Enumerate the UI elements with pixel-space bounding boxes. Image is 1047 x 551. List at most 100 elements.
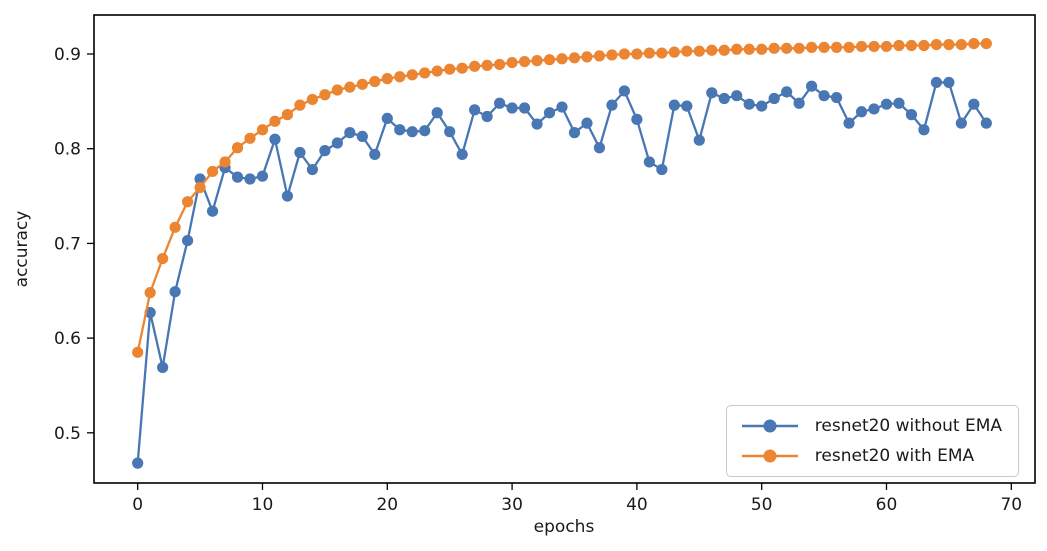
data-point [231, 171, 244, 183]
data-point [830, 41, 843, 53]
data-point [718, 44, 730, 56]
data-point [256, 124, 269, 136]
data-point [943, 38, 955, 51]
x-tick-label: 10 [252, 495, 274, 515]
data-point [968, 38, 980, 50]
data-point [294, 99, 306, 111]
legend: resnet20 without EMA resnet20 with EMA [725, 405, 1019, 477]
data-point [394, 71, 406, 83]
data-point [543, 107, 556, 119]
axis-ticks: 0 10 20 30 40 50 60 70 0.5 0.6 0.7 0.8 0.9 [54, 45, 1022, 515]
data-point [518, 102, 531, 114]
data-point [394, 124, 406, 136]
data-point [169, 221, 181, 233]
data-point [444, 63, 456, 75]
data-point [593, 50, 606, 62]
data-point [506, 56, 518, 69]
data-point [331, 137, 343, 149]
data-point [444, 126, 456, 138]
data-point [706, 44, 718, 56]
data-point [643, 156, 655, 168]
legend-marker [763, 419, 777, 433]
data-point [281, 190, 294, 202]
x-tick-label: 0 [132, 495, 143, 515]
data-point [281, 109, 294, 121]
data-point [606, 49, 618, 61]
data-point [781, 42, 793, 54]
data-point [743, 98, 755, 110]
data-point [132, 457, 144, 469]
data-point [469, 104, 481, 116]
data-point [880, 40, 893, 53]
data-point [656, 163, 668, 176]
data-point [743, 43, 755, 55]
data-point [731, 90, 743, 102]
series-resnet20-with-ema [132, 38, 992, 358]
data-point [431, 65, 443, 77]
data-point [843, 41, 855, 53]
data-point [194, 173, 206, 185]
data-point [132, 346, 144, 358]
data-point [980, 117, 992, 129]
data-point [980, 38, 992, 50]
data-point [756, 43, 768, 55]
x-tick-label: 70 [1000, 495, 1022, 515]
x-axis-label: epochs [533, 517, 595, 537]
data-point [518, 55, 531, 68]
data-point [356, 130, 368, 142]
data-point [194, 181, 206, 194]
legend-label-with-ema: resnet20 with EMA [814, 446, 975, 466]
data-point [369, 75, 381, 88]
y-tick-label: 0.8 [54, 140, 81, 160]
data-point [668, 99, 680, 111]
data-point [606, 99, 618, 111]
data-point [531, 118, 543, 130]
legend-item-with-ema: resnet20 with EMA [739, 444, 1002, 468]
data-point [381, 73, 393, 85]
data-point [818, 41, 830, 53]
data-point [206, 205, 219, 217]
orange-line-marker-icon [741, 449, 798, 463]
data-point [930, 76, 943, 89]
data-point [893, 39, 905, 52]
y-axis-label: accuracy [12, 210, 32, 288]
data-point [269, 133, 281, 145]
data-point [144, 287, 156, 299]
data-point [693, 134, 705, 146]
data-point [918, 124, 930, 136]
data-point [556, 53, 568, 65]
data-point [568, 127, 581, 139]
data-point [830, 91, 843, 104]
data-point [182, 196, 194, 208]
data-point [506, 102, 518, 114]
data-point [631, 113, 643, 125]
data-point [843, 117, 855, 129]
blue-line-marker-icon [741, 419, 798, 433]
data-point [419, 67, 431, 79]
data-point [930, 38, 943, 51]
data-point [668, 46, 680, 58]
data-point [381, 112, 393, 125]
data-point [781, 86, 793, 98]
data-point [905, 39, 918, 52]
x-tick-label: 50 [751, 495, 773, 515]
data-point [768, 42, 780, 54]
data-point [731, 43, 743, 55]
data-point [955, 38, 967, 51]
data-point [955, 117, 967, 129]
data-point [768, 92, 780, 105]
data-point [618, 85, 631, 97]
y-tick-label: 0.5 [54, 424, 81, 444]
data-point [244, 173, 256, 185]
data-point [918, 39, 930, 52]
data-point [406, 69, 418, 81]
data-point [294, 146, 306, 159]
data-point [406, 126, 418, 138]
data-point [494, 97, 506, 109]
data-point [943, 76, 955, 89]
data-point [893, 97, 905, 109]
data-point [706, 87, 718, 99]
data-point [344, 81, 356, 93]
